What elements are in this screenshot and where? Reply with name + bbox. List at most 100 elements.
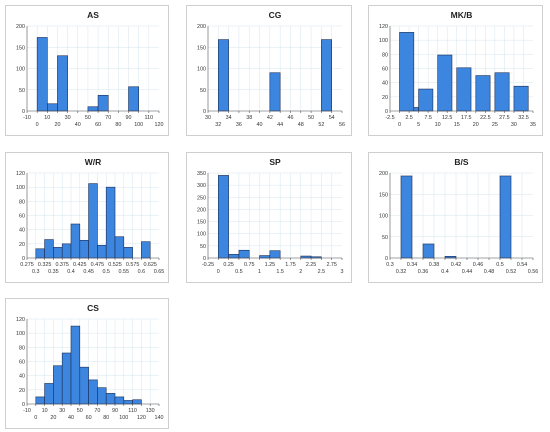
chart-title: AS <box>87 10 99 20</box>
x-tick-label: 0.54 <box>517 262 528 268</box>
x-tick-label: 0.4 <box>441 269 449 275</box>
y-tick-label: 0 <box>22 402 25 408</box>
y-tick-label: 150 <box>197 220 206 226</box>
x-tick-label: 90 <box>126 115 132 121</box>
y-tick-label: 20 <box>19 242 25 248</box>
x-tick-label: 34 <box>226 115 232 121</box>
y-tick-label: 40 <box>19 374 25 380</box>
x-tick-label: 0.25 <box>223 262 234 268</box>
x-tick-label: 0.5 <box>102 269 110 275</box>
y-tick-label: 350 <box>197 171 206 177</box>
x-tick-label: 30 <box>205 115 211 121</box>
y-tick-label: 200 <box>379 171 388 177</box>
histogram-bar <box>413 107 419 112</box>
y-tick-label: 60 <box>19 214 25 220</box>
histogram-bar <box>97 244 107 259</box>
histogram-bar <box>70 223 81 259</box>
histogram-bar <box>128 86 139 112</box>
histogram-panel-sp: SP 0 50 100 150 200 250 300 350 -0.25 0.25 0.75 1.25… <box>186 152 352 283</box>
histogram-bar <box>114 396 125 405</box>
chart-title: SP <box>269 157 281 167</box>
histogram-bar <box>88 379 98 405</box>
x-tick-label: 0.4 <box>67 269 75 275</box>
x-tick-label: 0 <box>34 415 37 421</box>
y-tick-label: 80 <box>382 52 388 58</box>
y-tick-label: 120 <box>16 171 25 177</box>
x-tick-label: 70 <box>94 408 100 414</box>
x-tick-label: 15 <box>454 122 460 128</box>
x-tick-label: 48 <box>298 122 304 128</box>
histogram-bar <box>44 239 54 259</box>
histogram-bar <box>57 55 68 112</box>
x-tick-label: 80 <box>103 415 109 421</box>
x-tick-label: 7.5 <box>424 115 432 121</box>
x-tick-label: 120 <box>137 415 146 421</box>
x-tick-label: 52 <box>318 122 324 128</box>
histogram-bar <box>499 175 512 259</box>
x-tick-label: 40 <box>257 122 263 128</box>
x-tick-label: 0.575 <box>126 262 140 268</box>
x-tick-label: 0.46 <box>473 262 484 268</box>
histogram-bar <box>88 183 98 259</box>
x-tick-label: 0.65 <box>154 269 165 275</box>
y-tick-label: 150 <box>379 192 388 198</box>
chart-title: B/S <box>454 157 469 167</box>
chart-title: MK/B <box>451 10 473 20</box>
x-tick-label: 54 <box>329 115 335 121</box>
x-tick-label: 44 <box>277 122 283 128</box>
x-tick-label: 100 <box>134 122 143 128</box>
y-tick-label: 150 <box>197 45 206 51</box>
x-tick-label: 60 <box>86 415 92 421</box>
chart-title: CS <box>87 303 99 313</box>
y-tick-label: 80 <box>19 199 25 205</box>
y-tick-label: 200 <box>197 207 206 213</box>
x-tick-label: 12.5 <box>442 115 453 121</box>
y-tick-label: 200 <box>197 24 206 30</box>
y-tick-label: 0 <box>22 256 25 262</box>
histogram-bar <box>218 175 229 259</box>
x-tick-label: 50 <box>85 115 91 121</box>
histogram-bar <box>35 248 45 259</box>
y-tick-label: 100 <box>379 38 388 44</box>
histogram-bar <box>36 37 48 112</box>
x-tick-label: 0.5 <box>235 269 243 275</box>
x-tick-label: 0.525 <box>108 262 122 268</box>
y-tick-label: 100 <box>16 67 25 73</box>
y-tick-label: 20 <box>382 95 388 101</box>
x-tick-label: 1.75 <box>285 262 296 268</box>
histogram-bar <box>35 396 45 405</box>
x-tick-label: 38 <box>246 115 252 121</box>
histogram-bar <box>61 352 72 405</box>
histogram-panel-bs: B/S 0 50 100 150 200 0.3 0.34 0.38 0.42 0.46 0.5 0.5… <box>368 152 543 283</box>
x-tick-label: 0 <box>36 122 39 128</box>
x-tick-label: 1.5 <box>276 269 284 275</box>
x-tick-label: 32.5 <box>518 115 529 121</box>
histogram-bar <box>259 255 271 259</box>
x-tick-label: 70 <box>105 115 111 121</box>
histogram-bar <box>123 247 133 259</box>
y-tick-label: 40 <box>19 228 25 234</box>
histogram-bar <box>61 243 72 259</box>
x-tick-label: 0.56 <box>528 269 539 275</box>
histogram-panel-as: AS 0 50 100 150 200 -10 10 30 50 70 90 110 0 20 40 60 80 1… <box>5 5 169 136</box>
histogram-bar <box>399 32 415 112</box>
x-tick-label: 42 <box>267 115 273 121</box>
x-tick-label: 40 <box>68 415 74 421</box>
histogram-bar <box>105 393 116 405</box>
histogram-bar <box>79 366 89 405</box>
x-tick-label: 46 <box>287 115 293 121</box>
x-tick-label: 0.625 <box>143 262 157 268</box>
histogram-bar <box>105 186 116 259</box>
y-tick-label: 50 <box>200 244 206 250</box>
x-tick-label: 3 <box>341 269 344 275</box>
y-tick-label: 100 <box>379 214 388 220</box>
x-tick-label: 20 <box>54 122 60 128</box>
x-tick-label: 2.5 <box>405 115 413 121</box>
x-tick-label: 0.325 <box>38 262 52 268</box>
histogram-bar <box>44 383 54 405</box>
x-tick-label: 0.36 <box>418 269 429 275</box>
x-tick-label: 0.52 <box>506 269 517 275</box>
